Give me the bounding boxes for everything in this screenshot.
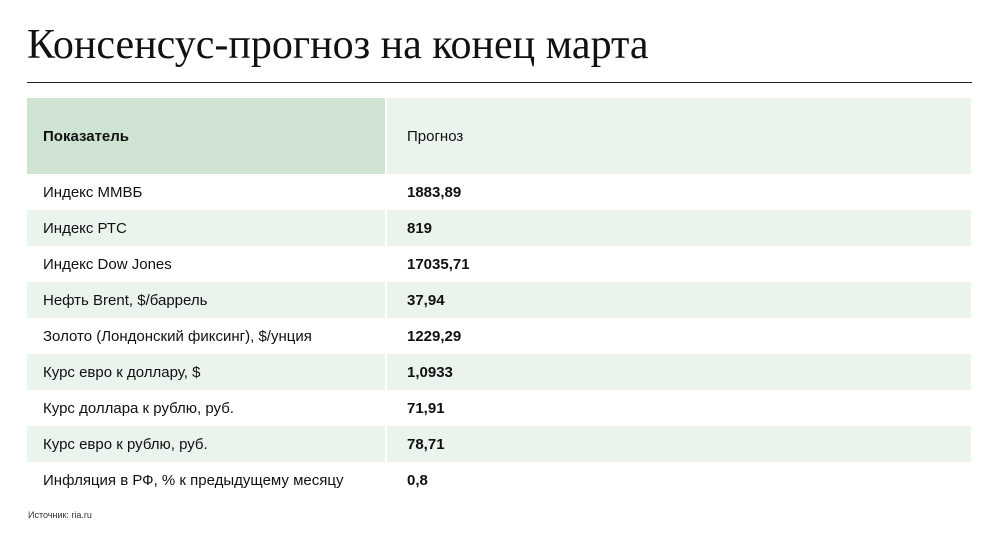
- indicator-cell: Индекс ММВБ: [43, 183, 143, 201]
- table-row: Нефть Brent, $/баррель 37,94: [27, 282, 971, 318]
- table-row: Курс евро к рублю, руб. 78,71: [27, 426, 971, 462]
- table-row: Инфляция в РФ, % к предыдущему месяцу 0,…: [27, 462, 971, 498]
- forecast-cell: 1,0933: [387, 354, 971, 390]
- indicator-cell: Индекс РТС: [27, 210, 385, 246]
- indicator-cell: Курс евро к доллару, $: [27, 354, 385, 390]
- column-header-forecast: Прогноз: [387, 98, 971, 174]
- title-divider: [27, 82, 972, 83]
- table-row: Индекс Dow Jones 17035,71: [27, 246, 971, 282]
- indicator-cell: Золото (Лондонский фиксинг), $/унция: [43, 327, 312, 345]
- table-row: Индекс РТС 819: [27, 210, 971, 246]
- forecast-cell: 819: [387, 210, 971, 246]
- indicator-cell: Нефть Brent, $/баррель: [27, 282, 385, 318]
- indicator-cell: Инфляция в РФ, % к предыдущему месяцу: [43, 471, 344, 489]
- indicator-cell: Индекс Dow Jones: [43, 255, 172, 273]
- source-note: Источник: ria.ru: [28, 510, 92, 520]
- forecast-cell: 1229,29: [407, 327, 462, 345]
- table-row: Золото (Лондонский фиксинг), $/унция 122…: [27, 318, 971, 354]
- table-row: Курс доллара к рублю, руб. 71,91: [27, 390, 971, 426]
- table-row: Курс евро к доллару, $ 1,0933: [27, 354, 971, 390]
- forecast-table: Показатель Прогноз Индекс ММВБ 1883,89 И…: [27, 98, 971, 498]
- table-row: Индекс ММВБ 1883,89: [27, 174, 971, 210]
- forecast-cell: 0,8: [407, 471, 428, 489]
- forecast-cell: 37,94: [387, 282, 971, 318]
- page-title: Консенсус-прогноз на конец марта: [27, 22, 649, 68]
- table-header-row: Показатель Прогноз: [27, 98, 971, 174]
- forecast-cell: 71,91: [407, 399, 445, 417]
- column-header-indicator: Показатель: [27, 98, 385, 174]
- indicator-cell: Курс евро к рублю, руб.: [27, 426, 385, 462]
- indicator-cell: Курс доллара к рублю, руб.: [43, 399, 234, 417]
- forecast-cell: 78,71: [387, 426, 971, 462]
- forecast-cell: 17035,71: [407, 255, 470, 273]
- forecast-cell: 1883,89: [407, 183, 462, 201]
